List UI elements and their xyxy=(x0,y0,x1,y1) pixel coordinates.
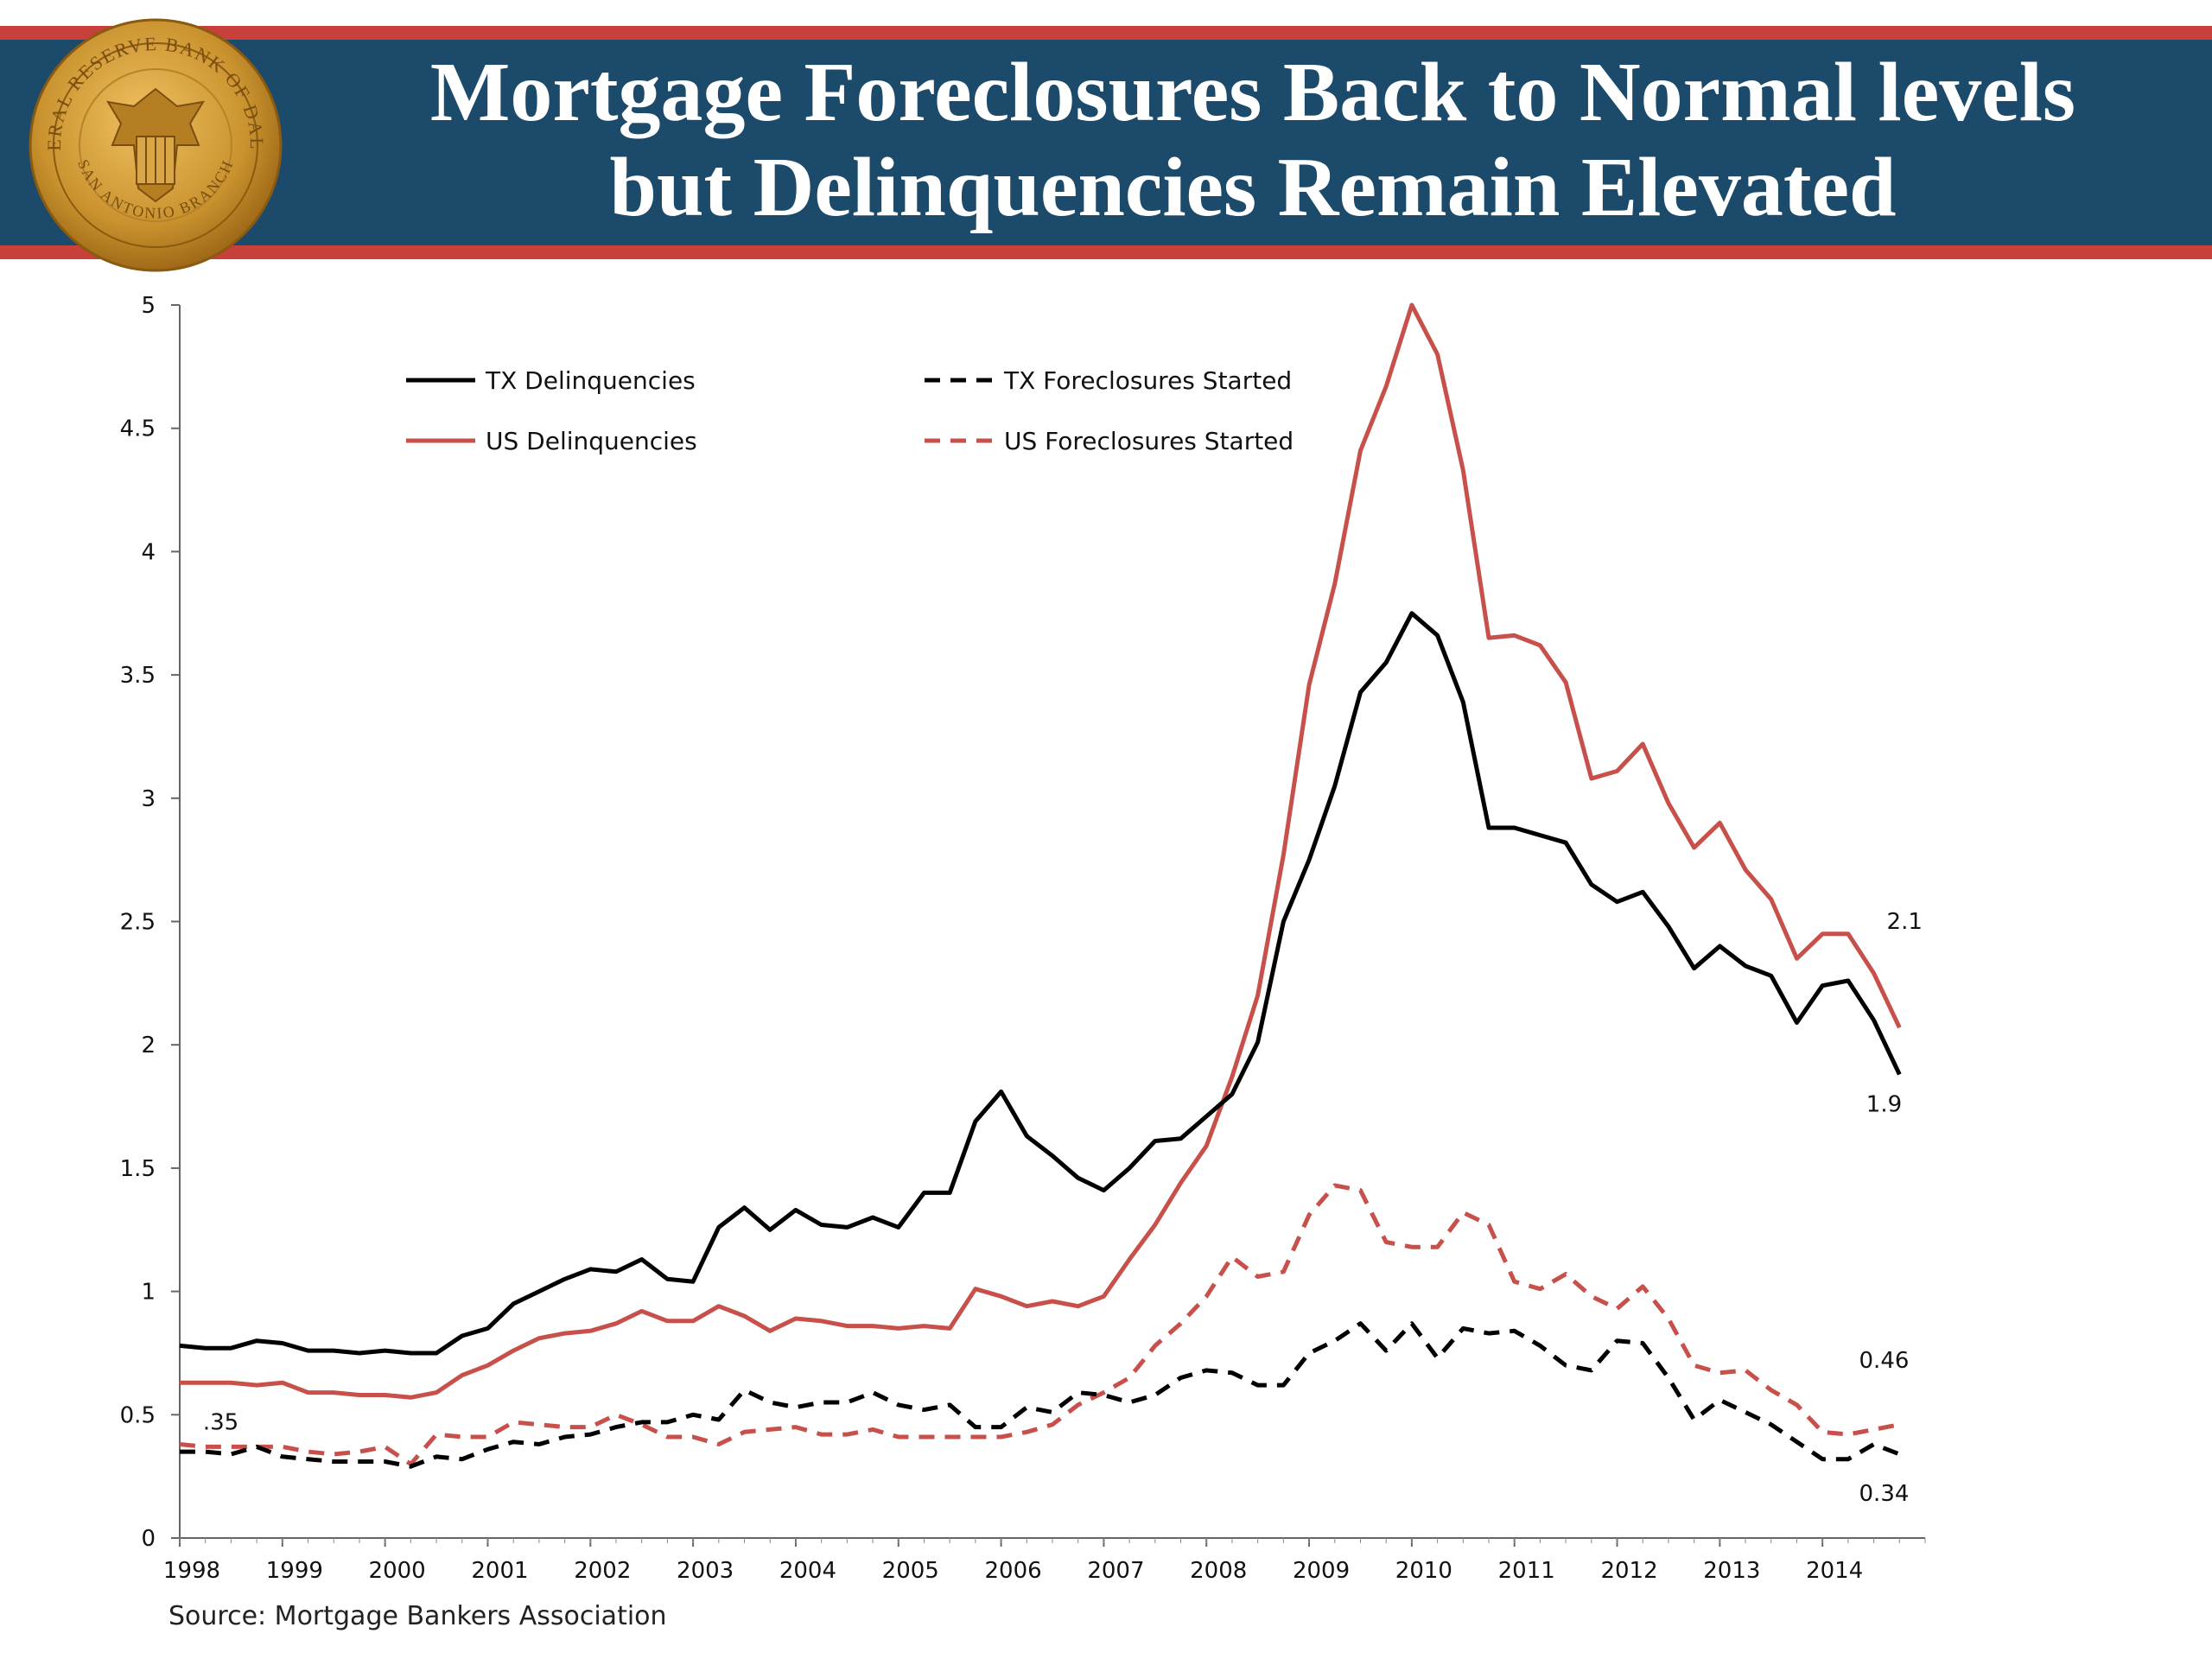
y-tick-label: 0 xyxy=(141,1526,156,1552)
x-tick-label: 2008 xyxy=(1190,1558,1247,1584)
x-tick-label: 2006 xyxy=(985,1558,1042,1584)
data-label: 2.1 xyxy=(1887,909,1923,935)
x-tick-label: 2007 xyxy=(1087,1558,1144,1584)
page-title: Mortgage Foreclosures Back to Normal lev… xyxy=(320,45,2186,235)
x-tick-label: 2014 xyxy=(1806,1558,1863,1584)
title-banner xyxy=(0,26,2212,259)
x-tick-label: 1998 xyxy=(163,1558,220,1584)
title-line-2: but Delinquencies Remain Elevated xyxy=(609,141,1897,234)
legend-label: TX Delinquencies xyxy=(485,366,696,395)
x-tick-label: 1999 xyxy=(266,1558,323,1584)
series-layer xyxy=(179,302,1902,1469)
title-line-1: Mortgage Foreclosures Back to Normal lev… xyxy=(429,46,2076,139)
x-tick-label: 2003 xyxy=(677,1558,734,1584)
data-label: 0.34 xyxy=(1859,1481,1910,1507)
legend-label: TX Foreclosures Started xyxy=(1003,366,1292,395)
federal-reserve-seal-icon: FEDERAL RESERVE BANK OF DALLAS SAN ANTON… xyxy=(26,16,283,272)
y-tick-label: 5 xyxy=(141,293,156,319)
y-tick-label: 2 xyxy=(141,1033,156,1058)
series-line-us-foreclosures-started xyxy=(179,1183,1900,1466)
y-tick-label: 2.5 xyxy=(120,910,156,936)
data-label: 0.46 xyxy=(1859,1348,1910,1374)
source-note: Source: Mortgage Bankers Association xyxy=(168,1601,667,1631)
line-chart: 0 0.5 1 1.5 2 2.5 3 3.5 4 4.5 5 1998 1999 2000 2001 200… xyxy=(120,293,1926,1584)
x-tick-label: 2004 xyxy=(779,1558,836,1584)
y-tick-label: 3.5 xyxy=(120,663,156,689)
x-tick-label: 2005 xyxy=(882,1558,939,1584)
data-label: 1.9 xyxy=(1866,1091,1902,1117)
series-line-tx-delinquencies xyxy=(179,611,1902,1356)
series-line-us-delinquencies xyxy=(180,302,1902,1400)
chart-axes: 0 0.5 1 1.5 2 2.5 3 3.5 4 4.5 5 1998 1999 2000 2001 200… xyxy=(120,293,1926,1584)
y-tick-label: 4.5 xyxy=(120,416,156,442)
x-tick-label: 2011 xyxy=(1498,1558,1555,1584)
x-tick-label: 2010 xyxy=(1395,1558,1452,1584)
y-tick-label: 1 xyxy=(141,1280,156,1306)
x-tick-label: 2009 xyxy=(1293,1558,1350,1584)
legend-label: US Foreclosures Started xyxy=(1004,427,1294,455)
y-tick-label: 1.5 xyxy=(120,1156,156,1182)
series-line-tx-foreclosures-started xyxy=(180,1321,1901,1469)
y-tick-label: 0.5 xyxy=(120,1402,156,1428)
data-label: .35 xyxy=(203,1409,238,1435)
legend-label: US Delinquencies xyxy=(486,427,697,455)
y-tick-label: 4 xyxy=(141,539,156,565)
y-tick-label: 3 xyxy=(141,786,156,812)
x-tick-label: 2013 xyxy=(1703,1558,1760,1584)
x-tick-label: 2012 xyxy=(1600,1558,1657,1584)
x-tick-label: 2001 xyxy=(471,1558,528,1584)
chart-annotations: .35 2.1 1.9 0.46 0.34 xyxy=(203,909,1923,1507)
chart-legend: TX Delinquencies TX Foreclosures Started U… xyxy=(406,366,1294,455)
x-tick-label: 2000 xyxy=(369,1558,426,1584)
x-tick-label: 2002 xyxy=(574,1558,631,1584)
